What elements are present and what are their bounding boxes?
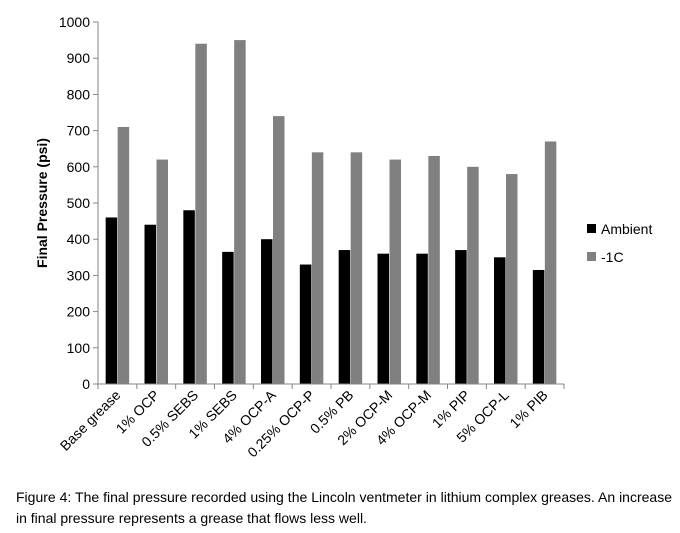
bar-ambient-2 [183, 210, 195, 384]
bar-ambient-9 [455, 250, 467, 384]
y-tick-label: 0 [82, 376, 90, 392]
bar-1c-3 [234, 40, 246, 384]
bar-ambient-5 [299, 264, 312, 384]
bar-1c-7 [389, 159, 401, 384]
y-tick-label: 100 [67, 340, 91, 356]
x-tick-label: 1% PIB [506, 387, 550, 431]
y-tick-label: 900 [67, 50, 91, 66]
bar-ambient-8 [416, 253, 428, 384]
bar-1c-1 [156, 159, 168, 384]
x-tick-label: Base grease [57, 387, 124, 454]
y-axis-label: Final Pressure (psi) [34, 138, 50, 268]
y-tick-label: 200 [67, 304, 91, 320]
legend-swatch [587, 252, 596, 261]
y-tick-label: 700 [67, 123, 91, 139]
legend-swatch [587, 224, 596, 233]
bar-ambient-7 [377, 253, 389, 384]
bar-ambient-6 [338, 250, 351, 384]
bar-ambient-11 [532, 269, 545, 384]
bar-1c-4 [273, 116, 285, 385]
legend: Ambient -1C [587, 221, 652, 265]
y-tick-label: 300 [67, 267, 91, 283]
bar-ambient-10 [494, 257, 506, 384]
bar-1c-0 [117, 126, 130, 384]
y-tick-label: 400 [67, 231, 91, 247]
bar-1c-6 [350, 152, 363, 384]
y-tick-label: 500 [67, 195, 91, 211]
figure-caption: Figure 4: The final pressure recorded us… [16, 489, 672, 526]
bar-ambient-1 [144, 224, 156, 384]
bar-1c-8 [428, 155, 440, 384]
legend-label: -1C [601, 249, 624, 265]
bar-1c-11 [544, 141, 557, 384]
bar-ambient-0 [105, 217, 118, 384]
bar-chart: 0 100 200 300 400 500 600 700 800 900 1000 Base gr… [34, 14, 652, 460]
bar-ambient-3 [222, 251, 234, 384]
legend-label: Ambient [601, 221, 652, 237]
bar-1c-2 [195, 43, 207, 384]
bar-1c-9 [467, 166, 479, 384]
y-tick-label: 600 [67, 159, 91, 175]
y-tick-label: 800 [67, 86, 91, 102]
y-tick-label: 1000 [59, 14, 90, 30]
bars [105, 40, 557, 385]
bar-ambient-4 [261, 239, 273, 384]
bar-1c-10 [506, 174, 518, 384]
y-axis-ticks: 0 100 200 300 400 500 600 700 800 900 1000 [59, 14, 98, 392]
bar-1c-5 [311, 152, 324, 384]
